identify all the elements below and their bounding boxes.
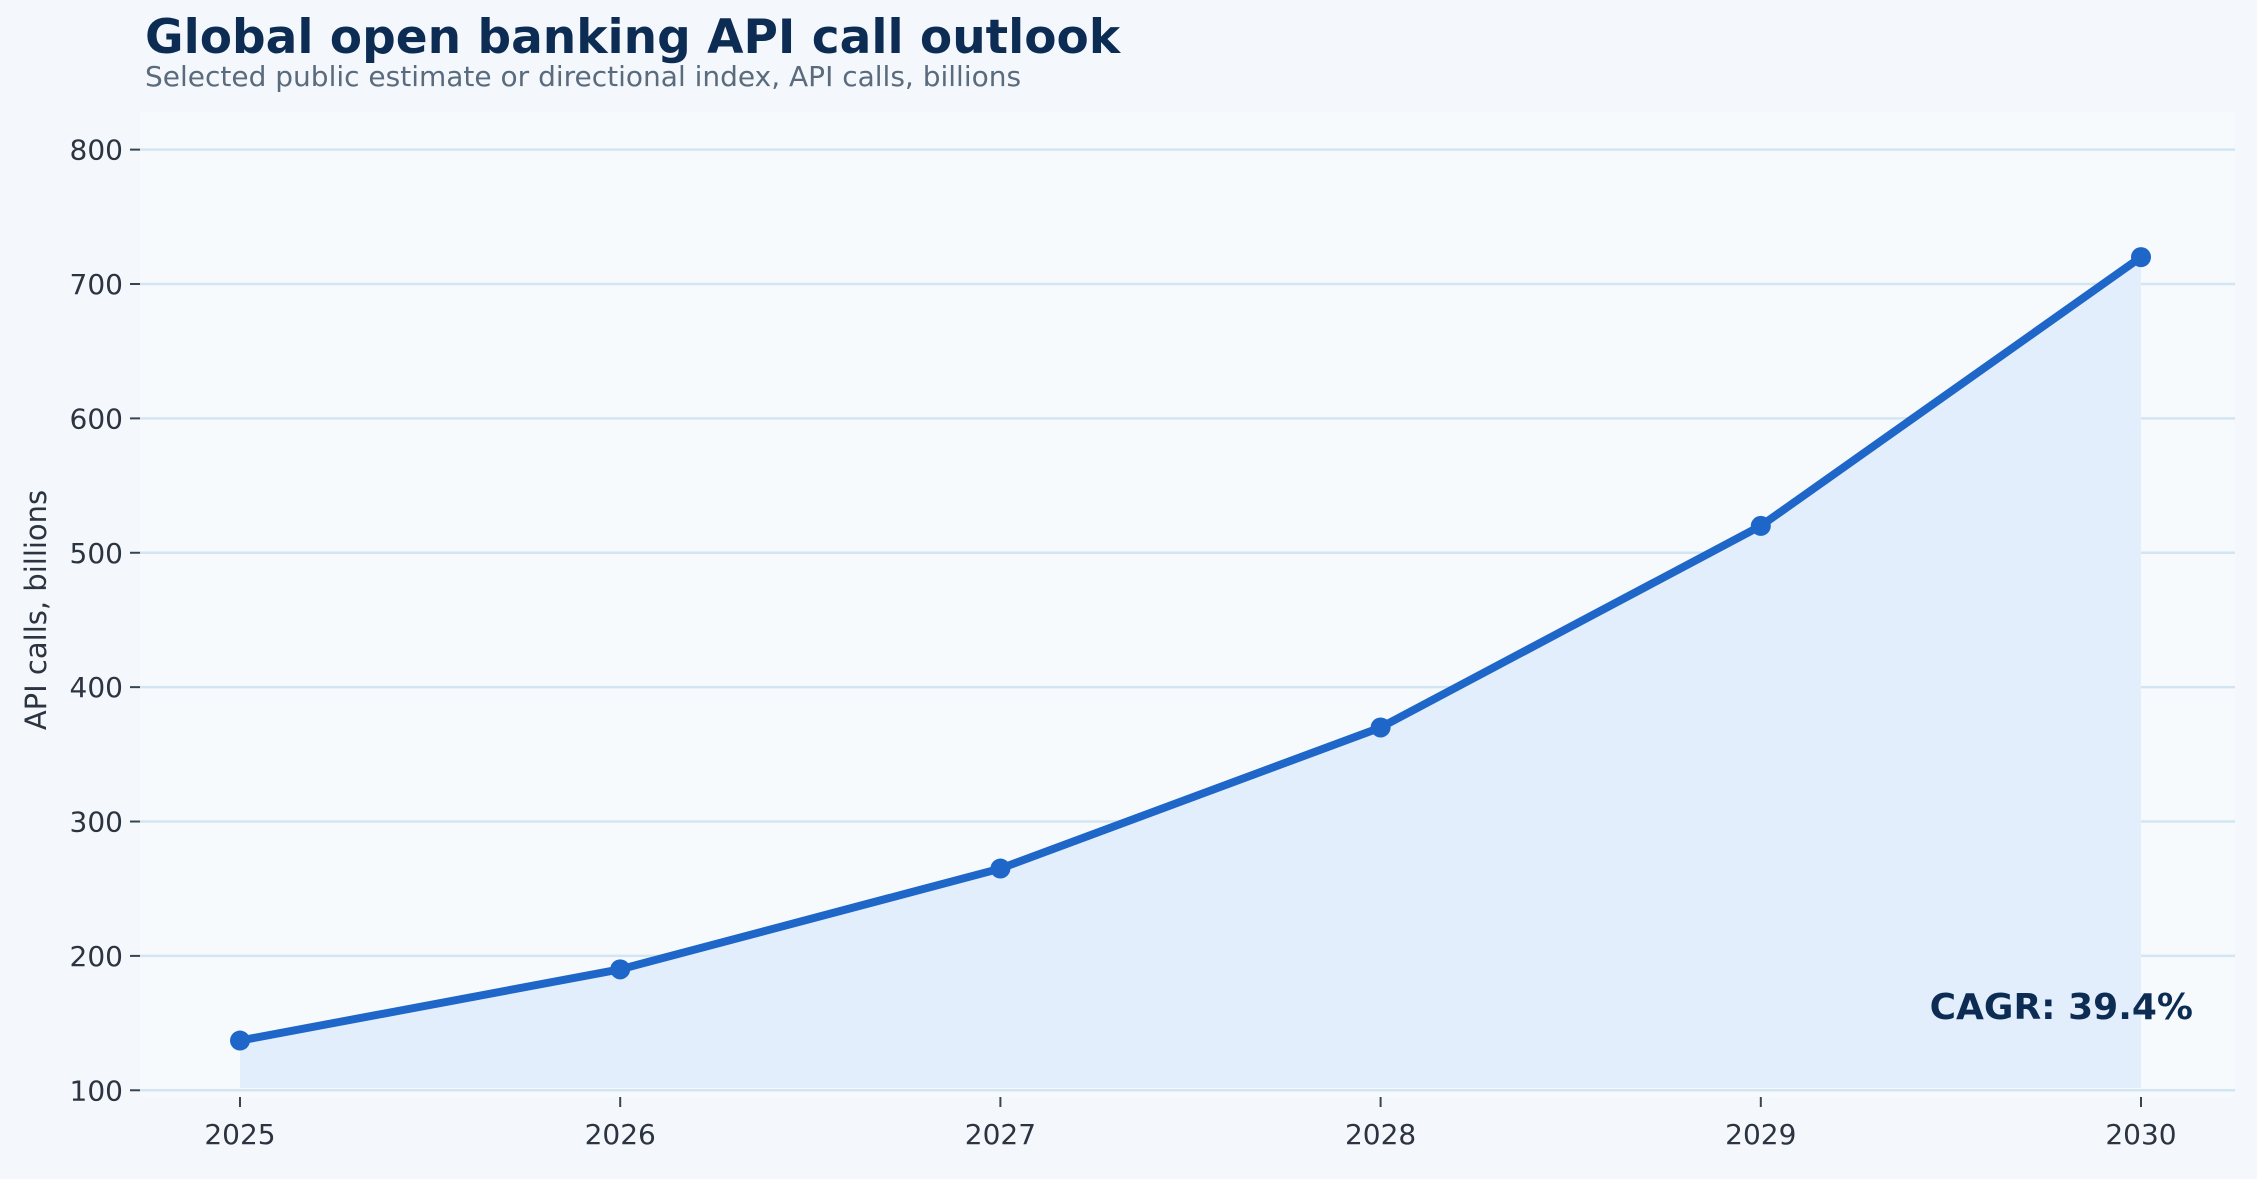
series-line [236,253,2145,1045]
y-tick-label: 100 [70,1074,123,1107]
y-tick-label: 500 [70,537,123,570]
x-tick-label: 2029 [1725,1118,1796,1151]
chart-title: Global open banking API call outlook [145,10,1122,65]
y-tick-label: 300 [70,806,123,839]
y-tick-label: 200 [70,940,123,973]
data-point [230,1030,250,1051]
data-point [610,959,631,980]
x-tick-label: 2028 [1345,1118,1416,1151]
area-fill [240,257,2141,1088]
x-tick-label: 2026 [585,1118,656,1151]
area-polygon [240,257,2141,1088]
data-point [2131,247,2151,268]
x-tick-label: 2025 [204,1118,275,1151]
line-path [236,253,2145,1045]
x-tick-label: 2030 [2105,1118,2176,1151]
chart-subtitle: Selected public estimate or directional … [145,60,1021,93]
x-tick-label: 2027 [965,1118,1036,1151]
y-axis-label: API calls, billions [19,490,53,730]
data-points [230,247,2151,1051]
y-tick-label: 400 [70,671,123,704]
x-axis-ticks: 2025 2026 2027 2028 2029 2030 [204,1097,2177,1151]
y-tick-label: 800 [70,134,123,167]
data-point [1370,717,1391,738]
data-point [990,858,1011,879]
data-point [1750,515,1771,536]
y-axis-ticks: 100 200 300 400 500 600 700 800 [70,134,140,1107]
y-tick-label: 700 [70,268,123,301]
cagr-annotation: CAGR: 39.4% [1930,987,2193,1028]
y-tick-label: 600 [70,402,123,435]
